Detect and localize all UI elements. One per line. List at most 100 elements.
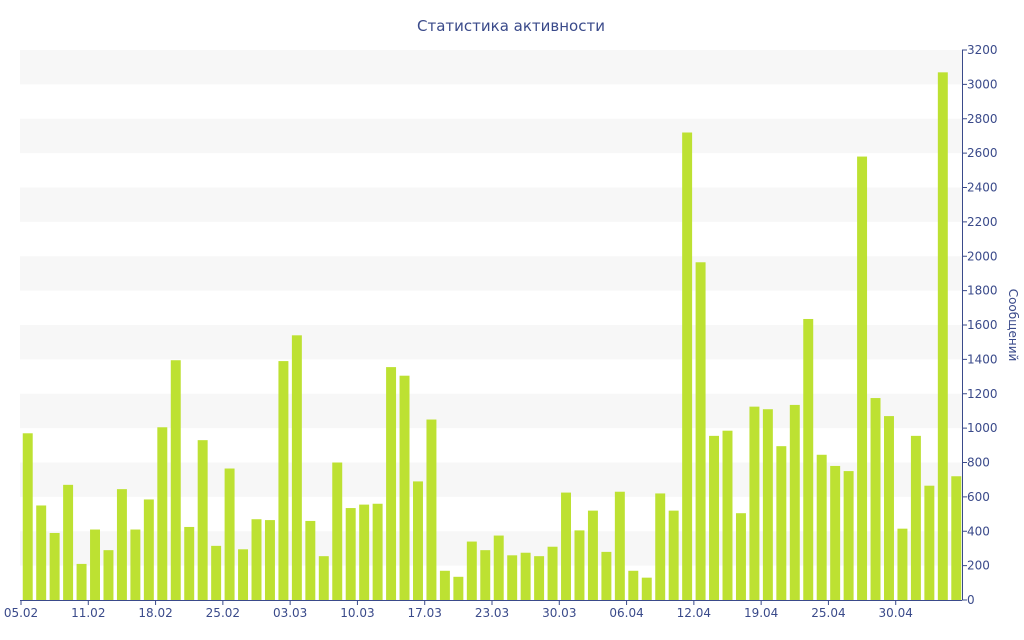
bar (413, 481, 423, 600)
bar (857, 157, 867, 600)
x-tick-label: 10.03 (340, 606, 374, 620)
y-tick-label: 1800 (967, 284, 998, 298)
bar (736, 513, 746, 600)
bar (817, 455, 827, 600)
bar (144, 499, 154, 600)
bar (103, 550, 113, 600)
bar (373, 504, 383, 600)
bar (615, 492, 625, 600)
y-tick-label: 400 (967, 524, 990, 538)
y-tick-label: 200 (967, 559, 990, 573)
bar (628, 571, 638, 600)
bar (749, 407, 759, 600)
bar (90, 530, 100, 600)
bar (682, 133, 692, 601)
bar (117, 489, 127, 600)
bar (292, 335, 302, 600)
grid-band (20, 188, 962, 222)
bar (225, 469, 235, 600)
y-tick-label: 0 (967, 593, 975, 607)
bar (36, 505, 46, 600)
bar (426, 420, 436, 600)
x-tick-label: 18.02 (138, 606, 172, 620)
bar (278, 361, 288, 600)
bar (50, 533, 60, 600)
y-tick-label: 1400 (967, 352, 998, 366)
bar (440, 571, 450, 600)
y-tick-label: 600 (967, 490, 990, 504)
x-tick-label: 25.02 (206, 606, 240, 620)
x-tick-label: 30.03 (542, 606, 576, 620)
x-tick-label: 19.04 (744, 606, 778, 620)
bar (23, 433, 33, 600)
bar (77, 564, 87, 600)
y-tick-label: 2600 (967, 146, 998, 160)
bar (696, 262, 706, 600)
bar (265, 520, 275, 600)
bar (803, 319, 813, 600)
x-tick-label: 03.03 (273, 606, 307, 620)
y-tick-label: 1600 (967, 318, 998, 332)
y-axis-label: Сообщений (1006, 289, 1020, 362)
bar (548, 547, 558, 600)
bar (184, 527, 194, 600)
x-tick-label: 17.03 (408, 606, 442, 620)
bar (157, 427, 167, 600)
bar (763, 409, 773, 600)
chart-title: Статистика активности (417, 17, 605, 35)
y-tick-label: 2800 (967, 112, 998, 126)
bar (63, 485, 73, 600)
bar (911, 436, 921, 600)
bar (601, 552, 611, 600)
bar (924, 486, 934, 600)
bar (467, 542, 477, 600)
grid-band (20, 394, 962, 428)
y-tick-label: 1000 (967, 421, 998, 435)
y-tick-label: 3000 (967, 77, 998, 91)
y-tick-label: 2400 (967, 181, 998, 195)
y-tick-label: 2000 (967, 249, 998, 263)
bar (897, 529, 907, 600)
bar (776, 446, 786, 600)
bar (951, 476, 961, 600)
bar (252, 519, 262, 600)
bar (211, 546, 221, 600)
bar (480, 550, 490, 600)
bar (669, 511, 679, 600)
bar (198, 440, 208, 600)
bar (359, 505, 369, 600)
bar (319, 556, 329, 600)
bar (709, 436, 719, 600)
bar (561, 493, 571, 600)
y-tick-label: 1200 (967, 387, 998, 401)
x-tick-label: 11.02 (71, 606, 105, 620)
bar (521, 553, 531, 600)
y-tick-label: 2200 (967, 215, 998, 229)
bar (130, 530, 140, 600)
bar (790, 405, 800, 600)
bar (588, 511, 598, 600)
grid-band (20, 50, 962, 84)
x-tick-label: 12.04 (677, 606, 711, 620)
grid-band (20, 119, 962, 153)
bar (494, 536, 504, 600)
bar (574, 530, 584, 600)
grid-band (20, 325, 962, 359)
bar (534, 556, 544, 600)
bar (844, 471, 854, 600)
bar (655, 493, 665, 600)
y-tick-label: 800 (967, 456, 990, 470)
bar (346, 508, 356, 600)
bar (453, 577, 463, 600)
bar (305, 521, 315, 600)
x-tick-label: 05.02 (4, 606, 38, 620)
bar (723, 431, 733, 600)
grid-band (20, 256, 962, 290)
x-tick-label: 30.04 (879, 606, 913, 620)
x-tick-label: 06.04 (609, 606, 643, 620)
bar (386, 367, 396, 600)
bar (400, 376, 410, 600)
bar (871, 398, 881, 600)
